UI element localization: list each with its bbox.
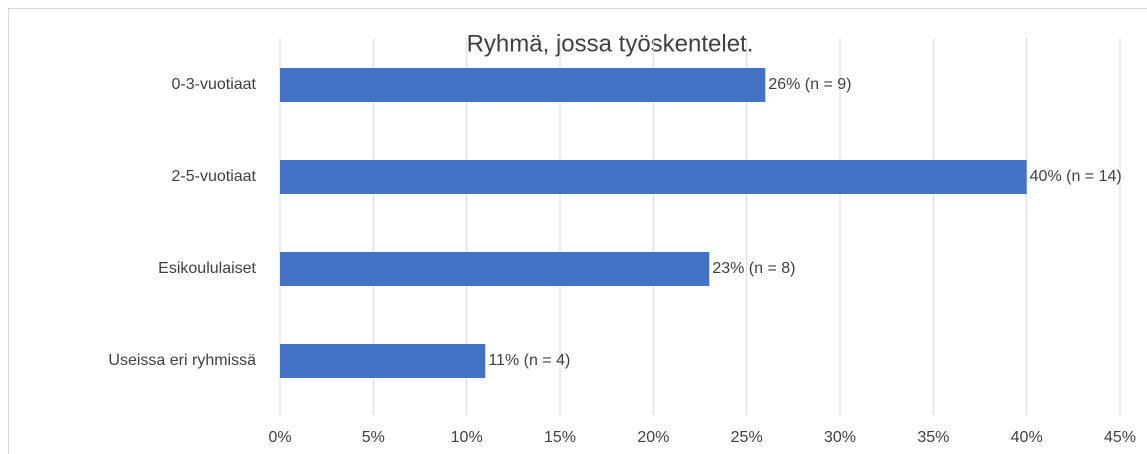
bar (280, 344, 486, 378)
x-tick-label: 20% (637, 429, 669, 446)
x-tick-label: 45% (1104, 429, 1136, 446)
x-tick-label: 40% (1011, 429, 1043, 446)
x-tick-label: 0% (268, 429, 291, 446)
x-tick-label: 5% (362, 429, 385, 446)
bar (280, 252, 710, 286)
y-tick-label: 2-5-vuotiaat (172, 168, 257, 185)
value-label: 23% (n = 8) (712, 260, 795, 277)
y-tick-label: 0-3-vuotiaat (172, 76, 257, 93)
y-tick-label: Useissa eri ryhmissä (108, 352, 256, 369)
x-tick-label: 15% (544, 429, 576, 446)
y-tick-label: Esikoululaiset (158, 260, 256, 277)
chart-title: Ryhmä, jossa työskentelet. (467, 30, 754, 57)
chart-frame (8, 8, 1147, 454)
value-label: 40% (n = 14) (1030, 168, 1122, 185)
x-tick-label: 25% (731, 429, 763, 446)
x-tick-label: 35% (917, 429, 949, 446)
bar (280, 160, 1027, 194)
bar (280, 68, 766, 102)
value-label: 11% (n = 4) (488, 352, 570, 369)
value-label: 26% (n = 9) (768, 76, 851, 93)
x-tick-label: 30% (824, 429, 856, 446)
x-tick-label: 10% (451, 429, 483, 446)
